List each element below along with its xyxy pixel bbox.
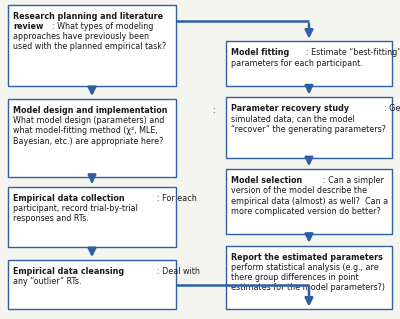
Text: perform statistical analysis (e.g., are: perform statistical analysis (e.g., are xyxy=(231,263,379,272)
FancyBboxPatch shape xyxy=(226,97,392,158)
Text: more complicated version do better?: more complicated version do better? xyxy=(231,207,381,216)
Text: What model design (parameters) and: What model design (parameters) and xyxy=(13,116,164,125)
Text: : Generate: : Generate xyxy=(384,104,400,113)
Text: Model fitting: Model fitting xyxy=(231,48,290,57)
Text: : Can a simpler: : Can a simpler xyxy=(323,176,384,185)
Text: Parameter recovery study: Parameter recovery study xyxy=(231,104,349,113)
Text: Empirical data collection: Empirical data collection xyxy=(13,194,125,203)
Text: Empirical data cleansing: Empirical data cleansing xyxy=(13,267,124,276)
Text: Bayesian, etc.) are appropriate here?: Bayesian, etc.) are appropriate here? xyxy=(13,137,164,145)
FancyBboxPatch shape xyxy=(226,41,392,86)
Text: estimates for the model parameters?): estimates for the model parameters?) xyxy=(231,283,385,292)
Text: “recover” the generating parameters?: “recover” the generating parameters? xyxy=(231,125,386,134)
Text: parameters for each participant.: parameters for each participant. xyxy=(231,59,363,68)
Text: : What types of modeling: : What types of modeling xyxy=(52,22,154,31)
FancyBboxPatch shape xyxy=(8,99,176,177)
Text: participant, record trial-by-trial: participant, record trial-by-trial xyxy=(13,204,138,213)
Text: approaches have previously been: approaches have previously been xyxy=(13,32,149,41)
Text: what model-fitting method (χ², MLE,: what model-fitting method (χ², MLE, xyxy=(13,126,158,135)
Text: : For each: : For each xyxy=(157,194,197,203)
FancyBboxPatch shape xyxy=(8,187,176,247)
FancyBboxPatch shape xyxy=(226,169,392,234)
Text: used with the planned empirical task?: used with the planned empirical task? xyxy=(13,42,166,51)
Text: review: review xyxy=(13,22,44,31)
Text: :: : xyxy=(212,106,215,115)
Text: Model design and implementation: Model design and implementation xyxy=(13,106,168,115)
Text: Research planning and literature: Research planning and literature xyxy=(13,12,163,21)
Text: there group differences in point: there group differences in point xyxy=(231,273,359,282)
FancyBboxPatch shape xyxy=(226,246,392,309)
Text: any “outlier” RTs.: any “outlier” RTs. xyxy=(13,277,82,286)
Text: empirical data (almost) as well?  Can a: empirical data (almost) as well? Can a xyxy=(231,197,388,205)
Text: : Estimate “best-fitting”: : Estimate “best-fitting” xyxy=(306,48,400,57)
Text: Report the estimated parameters: Report the estimated parameters xyxy=(231,253,383,262)
Text: Model selection: Model selection xyxy=(231,176,302,185)
FancyBboxPatch shape xyxy=(8,5,176,86)
Text: version of the model describe the: version of the model describe the xyxy=(231,186,367,195)
Text: : Deal with: : Deal with xyxy=(156,267,200,276)
Text: simulated data; can the model: simulated data; can the model xyxy=(231,115,355,123)
FancyBboxPatch shape xyxy=(8,260,176,309)
Text: responses and RTs.: responses and RTs. xyxy=(13,214,89,223)
